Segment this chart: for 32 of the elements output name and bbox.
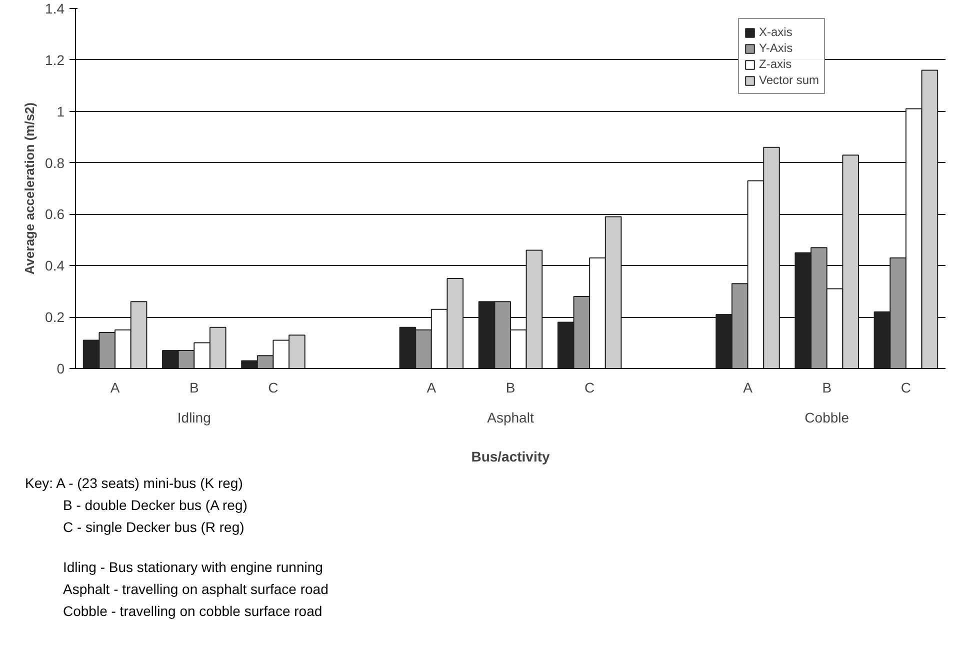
y-tick-label: 0.6 [45, 206, 65, 222]
y-tick-label: 0 [56, 360, 65, 376]
legend-label: Y-Axis [759, 40, 793, 56]
text: C - single Decker bus (R reg) [62, 518, 246, 537]
x-tick-label: A [743, 380, 754, 396]
x-tick-label: B [506, 380, 516, 396]
text: Cobble [804, 410, 850, 426]
x-tick-label: C [584, 380, 595, 396]
y-tick-label: 0.4 [45, 258, 65, 274]
y-tick-label: 1 [56, 103, 65, 120]
y-axis-title: Average acceleration (m/s2) [22, 102, 38, 275]
x-tick-label: B [822, 380, 832, 396]
text: Asphalt - travelling on asphalt surface road [62, 580, 328, 599]
legend-label: Vector sum [759, 72, 820, 88]
legend-label: Z-axis [759, 56, 792, 72]
y-tick-label: 1.2 [45, 52, 65, 68]
text: Idling [177, 410, 211, 426]
x-axis-title: Bus/activity [471, 448, 550, 464]
y-tick-label: 1.4 [45, 0, 65, 16]
text: Idling - Bus stationary with engine running [62, 558, 324, 577]
y-tick-label: 0.8 [45, 154, 65, 171]
legend-label: X-axis [759, 24, 792, 40]
text: Key: A - (23 seats) mini-bus (K reg) [25, 474, 244, 493]
x-tick-label: A [426, 380, 437, 396]
text: Asphalt [487, 410, 534, 426]
x-tick-label: B [189, 380, 199, 396]
y-tick-label: 0.2 [45, 309, 65, 326]
text: B - double Decker bus (A reg) [62, 496, 248, 515]
x-tick-label: A [110, 380, 120, 396]
x-tick-label: C [900, 380, 912, 396]
text: Cobble - travelling on cobble surface road [62, 602, 324, 621]
x-tick-label: C [268, 380, 278, 396]
